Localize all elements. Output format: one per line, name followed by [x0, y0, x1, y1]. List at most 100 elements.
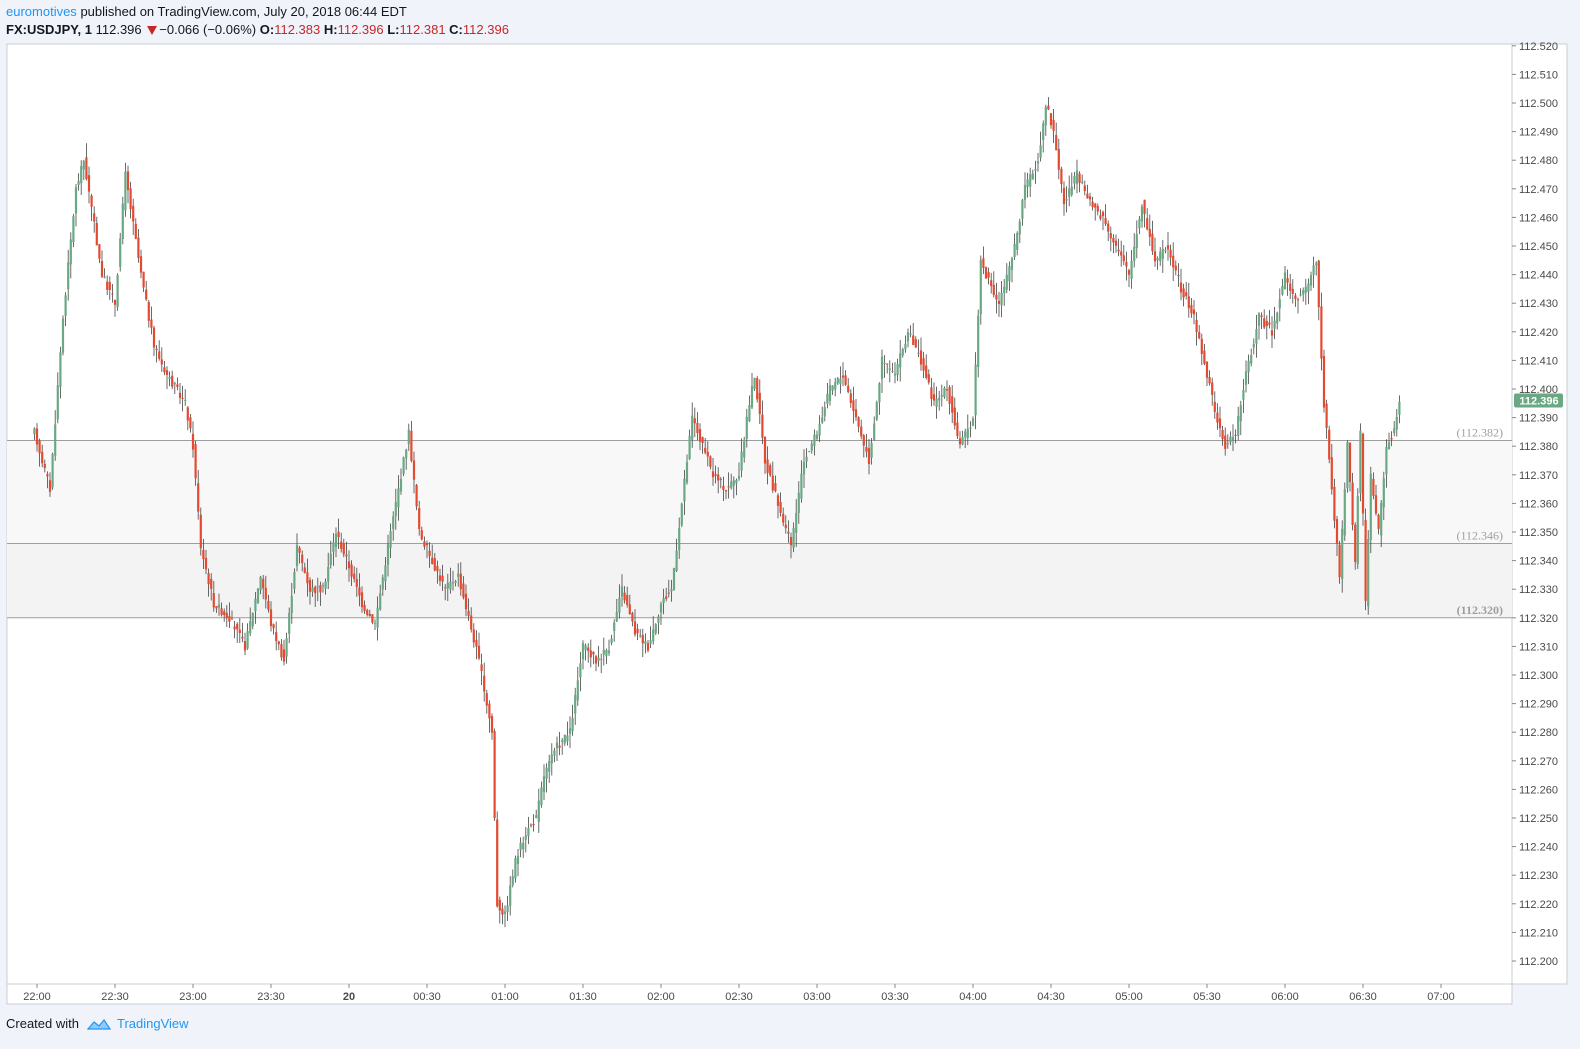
candle-body: [896, 364, 899, 376]
candle-body: [181, 397, 184, 399]
candle-body: [589, 650, 592, 658]
candle-body: [841, 375, 845, 378]
candle-body: [1034, 168, 1037, 171]
close-value: 112.396: [462, 22, 509, 37]
candle-body: [446, 582, 449, 589]
candle-body: [1346, 442, 1349, 489]
candle-body: [1247, 360, 1250, 373]
candle-body: [139, 256, 143, 273]
x-tick-label: 06:00: [1271, 991, 1299, 1003]
candle-body: [1393, 428, 1396, 434]
ohlc-legend: FX:USDJPY, 1 112.396 −0.066 (−0.06%) O:1…: [6, 21, 509, 38]
candle-body: [743, 439, 746, 458]
candle-body: [145, 289, 148, 300]
x-tick-label: 04:00: [959, 991, 987, 1003]
y-tick-label: 112.330: [1519, 584, 1558, 596]
candle-body: [462, 583, 465, 598]
candle-body: [930, 387, 933, 399]
candle-body: [909, 333, 912, 335]
candle-body: [579, 663, 582, 678]
candle-body: [532, 823, 535, 826]
candle-body: [1224, 435, 1227, 449]
time-axis[interactable]: [6, 983, 1513, 1005]
candle-body: [98, 244, 101, 259]
candle-body: [1239, 405, 1242, 422]
candle-body: [103, 276, 106, 278]
candle-body: [519, 842, 522, 851]
candle-body: [990, 280, 993, 287]
tradingview-link[interactable]: TradingView: [116, 1016, 189, 1031]
candle-body: [1263, 318, 1266, 328]
y-tick-label: 112.320: [1519, 613, 1558, 625]
candle-body: [301, 554, 304, 564]
candle-body: [688, 435, 691, 460]
candle-body: [1374, 495, 1378, 514]
author-link[interactable]: euromotives: [6, 4, 77, 19]
candle-body: [1192, 309, 1196, 315]
candle-body: [724, 490, 728, 492]
candle-body: [1270, 330, 1274, 336]
candle-body: [524, 835, 527, 840]
candle-body: [953, 407, 956, 426]
candle-body: [1385, 446, 1388, 475]
candle-body: [360, 592, 364, 608]
candle-body: [342, 543, 345, 555]
candle-body: [1244, 371, 1248, 385]
candle-body: [1135, 234, 1138, 249]
candle-body: [1031, 173, 1034, 180]
candle-body: [672, 568, 676, 590]
candle-body: [667, 592, 670, 594]
candle-body: [662, 598, 665, 604]
candle-body: [1130, 260, 1133, 279]
candle-body: [1125, 261, 1128, 267]
candle-body: [457, 573, 460, 577]
candle-body: [919, 350, 923, 365]
candle-body: [1036, 161, 1040, 164]
candle-body: [272, 624, 275, 629]
candle-body: [1055, 135, 1058, 151]
candle-body: [1148, 228, 1151, 237]
candle-body: [600, 658, 603, 660]
candle-body: [969, 427, 972, 429]
candle-body: [438, 575, 442, 581]
symbol-label: FX:USDJPY, 1: [6, 22, 92, 37]
price-axis[interactable]: [1511, 43, 1568, 985]
tradingview-logo-icon: [86, 1018, 111, 1030]
candle-body: [605, 649, 608, 657]
candle-body: [568, 728, 572, 734]
candle-body: [563, 734, 566, 744]
candle-body: [1335, 519, 1339, 544]
candle-body: [922, 358, 925, 371]
candle-body: [899, 353, 902, 368]
candle-body: [1286, 278, 1289, 283]
candle-body: [275, 632, 278, 642]
y-tick-label: 112.290: [1519, 699, 1558, 711]
candle-body: [415, 484, 418, 507]
candle-body: [285, 638, 288, 657]
candle-body: [758, 392, 761, 415]
candle-body: [1140, 206, 1144, 222]
candle-body: [1018, 221, 1021, 235]
candle-body: [581, 643, 585, 660]
y-tick-label: 112.200: [1519, 956, 1558, 968]
candle-body: [69, 239, 72, 265]
x-tick-label: 05:30: [1193, 991, 1221, 1003]
candle-body: [454, 581, 457, 583]
candle-body: [553, 750, 556, 756]
candle-body: [459, 573, 462, 590]
candle-body: [43, 463, 46, 469]
candle-body: [633, 621, 637, 635]
candle-body: [194, 444, 197, 479]
candle-body: [402, 457, 405, 474]
candle-body: [763, 436, 767, 464]
candle-body: [529, 824, 533, 826]
candle-body: [376, 607, 379, 628]
candle-body: [353, 573, 356, 579]
candle-body: [1086, 193, 1089, 199]
candle-body: [124, 171, 127, 211]
level-label: (112.320): [1457, 603, 1503, 617]
candle-body: [480, 664, 483, 672]
candle-body: [847, 385, 850, 393]
candle-body: [85, 157, 88, 179]
